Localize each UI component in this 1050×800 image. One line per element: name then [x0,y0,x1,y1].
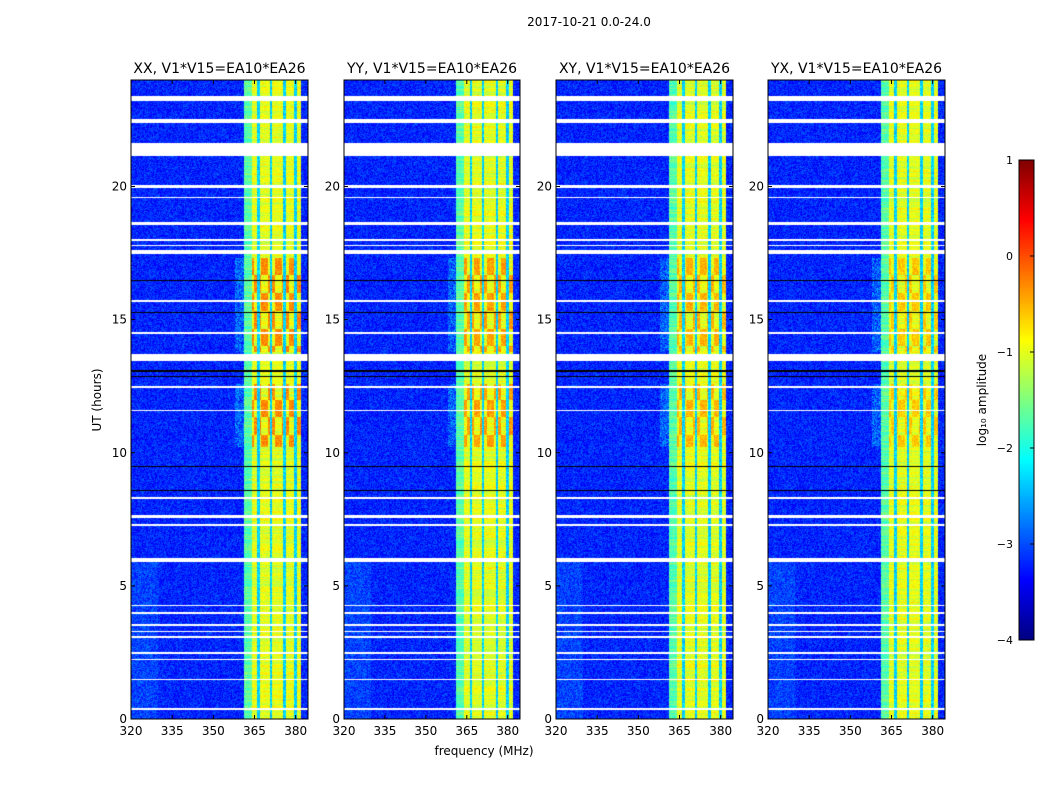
x-tick-label: 320 [545,724,568,738]
colorbar-frame [1018,159,1035,641]
x-tick-label: 335 [373,724,396,738]
y-tick-label: 10 [112,446,127,460]
y-axis-label: UT (hours) [90,368,104,431]
x-tick-label: 335 [161,724,184,738]
y-tick-label: 0 [119,712,127,726]
y-tick-label: 5 [756,579,764,593]
y-tick-label: 10 [537,446,552,460]
panel-frame [555,79,734,720]
x-tick-label: 365 [668,724,691,738]
y-tick-label: 15 [537,313,552,327]
x-tick-label: 335 [586,724,609,738]
colorbar-tick-label: −4 [997,634,1013,647]
colorbar-tick-label: −2 [997,442,1013,455]
panel-frame [343,79,521,720]
x-tick-label: 380 [709,724,732,738]
x-tick-label: 320 [757,724,780,738]
x-tick-label: 380 [496,724,519,738]
y-tick-label: 15 [749,313,764,327]
x-tick-label: 350 [202,724,225,738]
y-tick-label: 20 [537,180,552,194]
x-tick-label: 320 [333,724,356,738]
y-tick-label: 20 [112,180,127,194]
x-tick-label: 380 [921,724,944,738]
x-tick-label: 365 [243,724,266,738]
heatmap-xy [556,80,733,719]
heatmap-xx [131,80,308,719]
y-tick-label: 0 [332,712,340,726]
colorbar-tick-label: 0 [1006,250,1013,263]
y-tick-label: 0 [756,712,764,726]
x-tick-label: 320 [120,724,143,738]
x-tick-label: 380 [284,724,307,738]
colorbar-tick-label: −1 [997,346,1013,359]
y-tick-label: 10 [325,446,340,460]
colorbar-tick-label: −3 [997,538,1013,551]
x-axis-label: frequency (MHz) [434,744,533,758]
x-tick-label: 350 [414,724,437,738]
panel-title: XY, V1*V15=EA10*EA26 [559,61,730,77]
y-tick-label: 10 [749,446,764,460]
panel-title: YY, V1*V15=EA10*EA26 [346,61,517,77]
heatmap-yx [768,80,945,719]
heatmap-yy [344,80,520,719]
x-tick-label: 365 [455,724,478,738]
colorbar-tick-label: 1 [1006,154,1013,167]
y-tick-label: 20 [325,180,340,194]
x-tick-label: 350 [627,724,650,738]
panel-title: XX, V1*V15=EA10*EA26 [133,61,305,77]
y-tick-label: 5 [544,579,552,593]
y-tick-label: 20 [749,180,764,194]
colorbar [1019,160,1034,640]
x-tick-label: 335 [798,724,821,738]
y-tick-label: 5 [332,579,340,593]
y-tick-label: 15 [325,313,340,327]
y-tick-label: 5 [119,579,127,593]
x-tick-label: 350 [839,724,862,738]
colorbar-label: log₁₀ amplitude [975,354,989,446]
panel-frame [130,79,309,720]
panel-frame [767,79,946,720]
y-tick-label: 15 [112,313,127,327]
figure-title: 2017-10-21 0.0-24.0 [527,15,651,29]
x-tick-label: 365 [880,724,903,738]
panel-title: YX, V1*V15=EA10*EA26 [770,61,942,77]
y-tick-label: 0 [544,712,552,726]
